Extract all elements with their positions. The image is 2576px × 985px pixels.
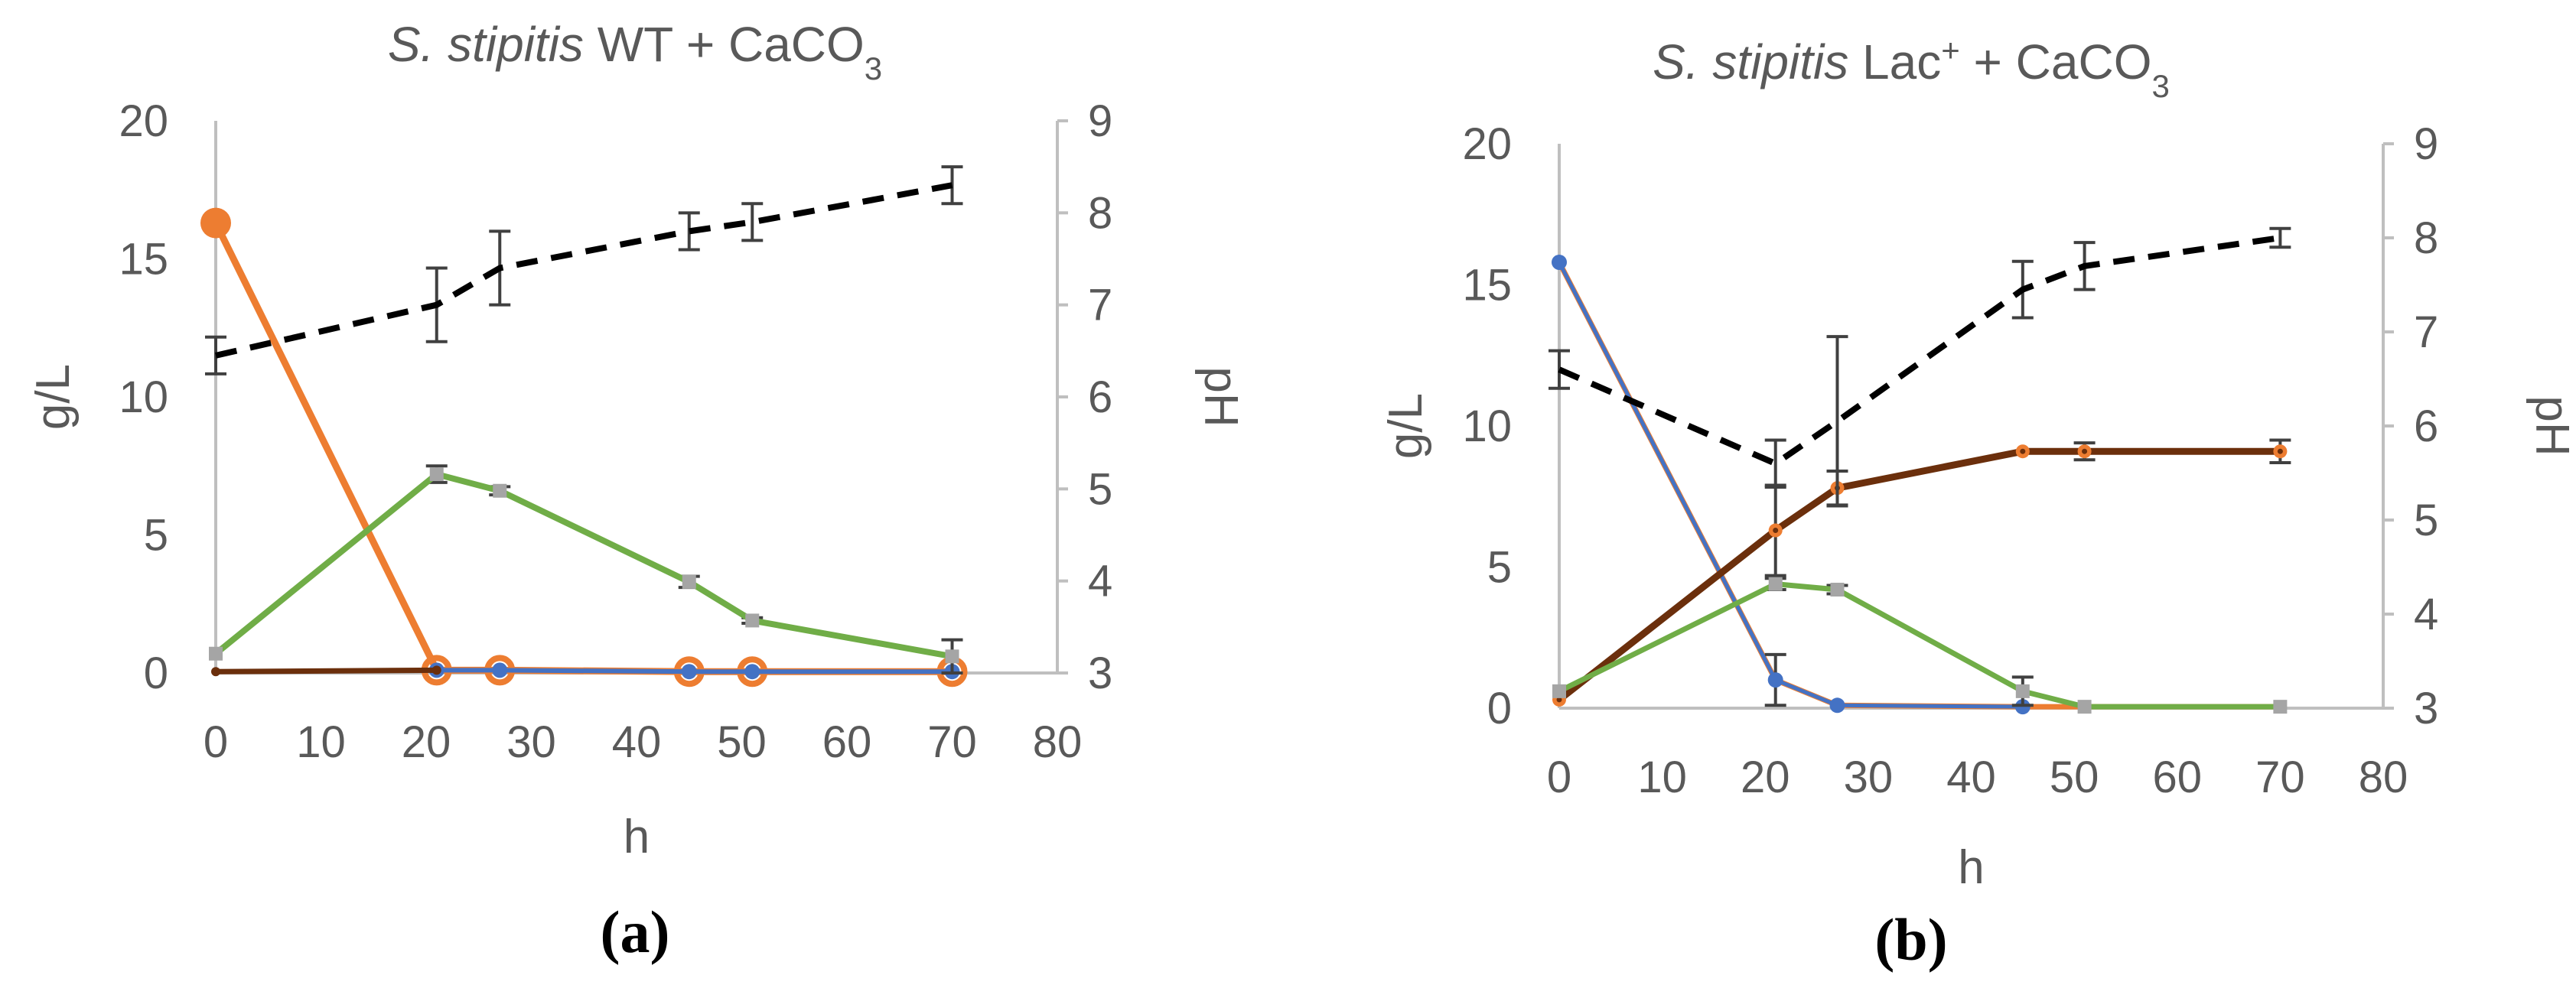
c1-series-brown-line — [1555, 447, 2284, 704]
c1-series-green-point — [2015, 684, 2030, 698]
c0-y-tick-label: 5 — [144, 511, 168, 561]
c1-series-green-line — [1556, 581, 2283, 710]
chart-a-svg: 0 10 20 30 40 50 60 70 80 0 5 10 15 20 3 4 5 6 7 8 9 h g/L pH S.… — [27, 17, 1247, 965]
c0-panel-label: (a) — [601, 899, 670, 965]
c0-series-green-point — [945, 649, 959, 664]
c0-y-axis-title: g/L — [27, 364, 80, 430]
c1-x-tick-label: 50 — [2050, 753, 2099, 802]
c1-chart-title: S. stipitis Lac+ + CaCO3 — [1653, 32, 2170, 104]
c0-y2-tick-label: 5 — [1088, 464, 1112, 514]
c1-series-brown-point-core — [1773, 528, 1779, 534]
c0-series-green-point — [209, 646, 223, 661]
c0-series-blue-point — [492, 662, 508, 678]
c1-x-tick-label: 60 — [2152, 753, 2202, 802]
c1-series-brown-point-core — [2020, 448, 2026, 454]
c1-y2-tick-label: 6 — [2414, 401, 2438, 451]
c0-x-tick-label: 50 — [717, 717, 767, 767]
c0-series-brown-point — [432, 665, 441, 675]
c0-y2-tick-label: 7 — [1088, 281, 1112, 330]
c0-x-tick-label: 10 — [296, 717, 346, 767]
c1-series-blue-point — [1552, 254, 1567, 270]
c1-x-tick-label: 0 — [1547, 753, 1571, 802]
c1-y2-tick-label: 9 — [2414, 119, 2438, 169]
c0-series-orange-point — [200, 207, 231, 239]
c0-x-tick-label: 60 — [822, 717, 872, 767]
c1-panel-label: (b) — [1874, 906, 1947, 973]
c1-x-axis-title: h — [1958, 841, 1984, 894]
c0-y2-tick-label: 9 — [1088, 96, 1112, 146]
c0-series-blue-point — [681, 664, 697, 680]
c1-y2-tick-label: 5 — [2414, 496, 2438, 545]
c1-series-green-point — [1552, 684, 1566, 698]
c1-y2-axis-title: pH — [2526, 395, 2576, 456]
c0-series-green-point — [682, 574, 696, 589]
c0-x-tick-label: 20 — [402, 717, 451, 767]
c0-chart-title: S. stipitis WT + CaCO3 — [388, 17, 882, 86]
c0-series-brown-point — [211, 667, 220, 677]
c0-x-tick-label: 30 — [506, 717, 556, 767]
c1-y2-tick-label: 4 — [2414, 590, 2438, 639]
c1-y-tick-label: 20 — [1462, 119, 1512, 169]
c0-series-green-point — [745, 613, 760, 628]
chart-b-svg: 0 10 20 30 40 50 60 70 80 0 5 10 15 20 3 4 5 6 7 8 9 h g/L pH S.… — [1379, 32, 2576, 974]
c0-series-orange-line — [212, 219, 956, 675]
c1-series-green-point — [2273, 700, 2288, 714]
c0-x-axis-title: h — [624, 811, 650, 863]
c0-y2-tick-label: 4 — [1088, 557, 1112, 606]
c0-series-green-line — [213, 471, 956, 660]
c1-title-strain: Lac — [1848, 34, 1941, 89]
c1-series-pH-line — [1558, 235, 2281, 467]
c1-y-tick-label: 10 — [1462, 401, 1512, 451]
c0-y-tick-label: 15 — [119, 235, 168, 284]
c1-x-tick-label: 20 — [1741, 753, 1790, 802]
c1-series-brown-point-core — [2082, 448, 2088, 454]
c1-series-blue-line — [1557, 260, 2025, 709]
c0-series-pH-line — [215, 182, 953, 359]
c0-series-brown-line — [213, 667, 440, 675]
c0-x-tick-label: 80 — [1033, 717, 1083, 767]
c1-series-brown-point-core — [2277, 448, 2283, 454]
c1-x-tick-label: 40 — [1946, 753, 1996, 802]
c0-y2-tick-label: 6 — [1088, 372, 1112, 422]
chart-panel-b: 0 10 20 30 40 50 60 70 80 0 5 10 15 20 3 4 5 6 7 8 9 h g/L pH S.… — [1288, 0, 2576, 985]
c1-series-green-point — [1768, 577, 1783, 591]
c0-series-green-point — [493, 483, 507, 498]
c1-series-brown-point-core — [1556, 697, 1562, 703]
c0-title-species: S. stipitis — [388, 17, 584, 72]
c0-y-tick-label: 0 — [144, 649, 168, 698]
c1-x-tick-label: 80 — [2359, 753, 2408, 802]
c0-y2-tick-label: 3 — [1088, 649, 1112, 698]
c1-y-axis-title: g/L — [1379, 393, 1432, 459]
c1-y-tick-label: 0 — [1487, 684, 1512, 733]
c1-series-green-point — [2077, 700, 2092, 714]
c0-x-tick-label: 0 — [204, 717, 228, 767]
c0-x-tick-label: 70 — [927, 717, 977, 767]
c1-y2-tick-label: 3 — [2414, 684, 2438, 733]
c0-y2-axis-title: pH — [1194, 366, 1247, 427]
c1-title-species: S. stipitis — [1653, 34, 1848, 89]
c1-y2-tick-label: 8 — [2414, 213, 2438, 263]
c0-y-tick-label: 10 — [119, 372, 168, 422]
c1-y-tick-label: 15 — [1462, 261, 1512, 310]
c1-title-subscript: 3 — [2151, 68, 2169, 104]
c1-x-tick-label: 10 — [1637, 753, 1687, 802]
c0-title-strain: WT + CaCO — [584, 17, 865, 72]
c0-series-blue-point — [744, 664, 760, 680]
c0-title-subscript: 3 — [865, 50, 882, 86]
c0-x-tick-label: 40 — [612, 717, 662, 767]
chart-panel-a: 0 10 20 30 40 50 60 70 80 0 5 10 15 20 3 4 5 6 7 8 9 h g/L pH S.… — [27, 17, 1247, 965]
c1-title-superscript: + — [1941, 32, 1960, 68]
c0-y2-tick-label: 8 — [1088, 188, 1112, 238]
c1-title-rest: + CaCO — [1960, 34, 2152, 89]
c1-series-blue-point — [1829, 697, 1845, 714]
c1-series-blue-point — [1767, 672, 1783, 688]
c1-x-tick-label: 70 — [2255, 753, 2305, 802]
c0-series-green-point — [429, 467, 444, 482]
c1-y-tick-label: 5 — [1487, 543, 1512, 593]
c1-x-tick-label: 30 — [1844, 753, 1894, 802]
c0-y-tick-label: 20 — [119, 96, 168, 146]
c1-y2-tick-label: 7 — [2414, 307, 2438, 357]
c1-series-green-point — [1830, 583, 1845, 597]
